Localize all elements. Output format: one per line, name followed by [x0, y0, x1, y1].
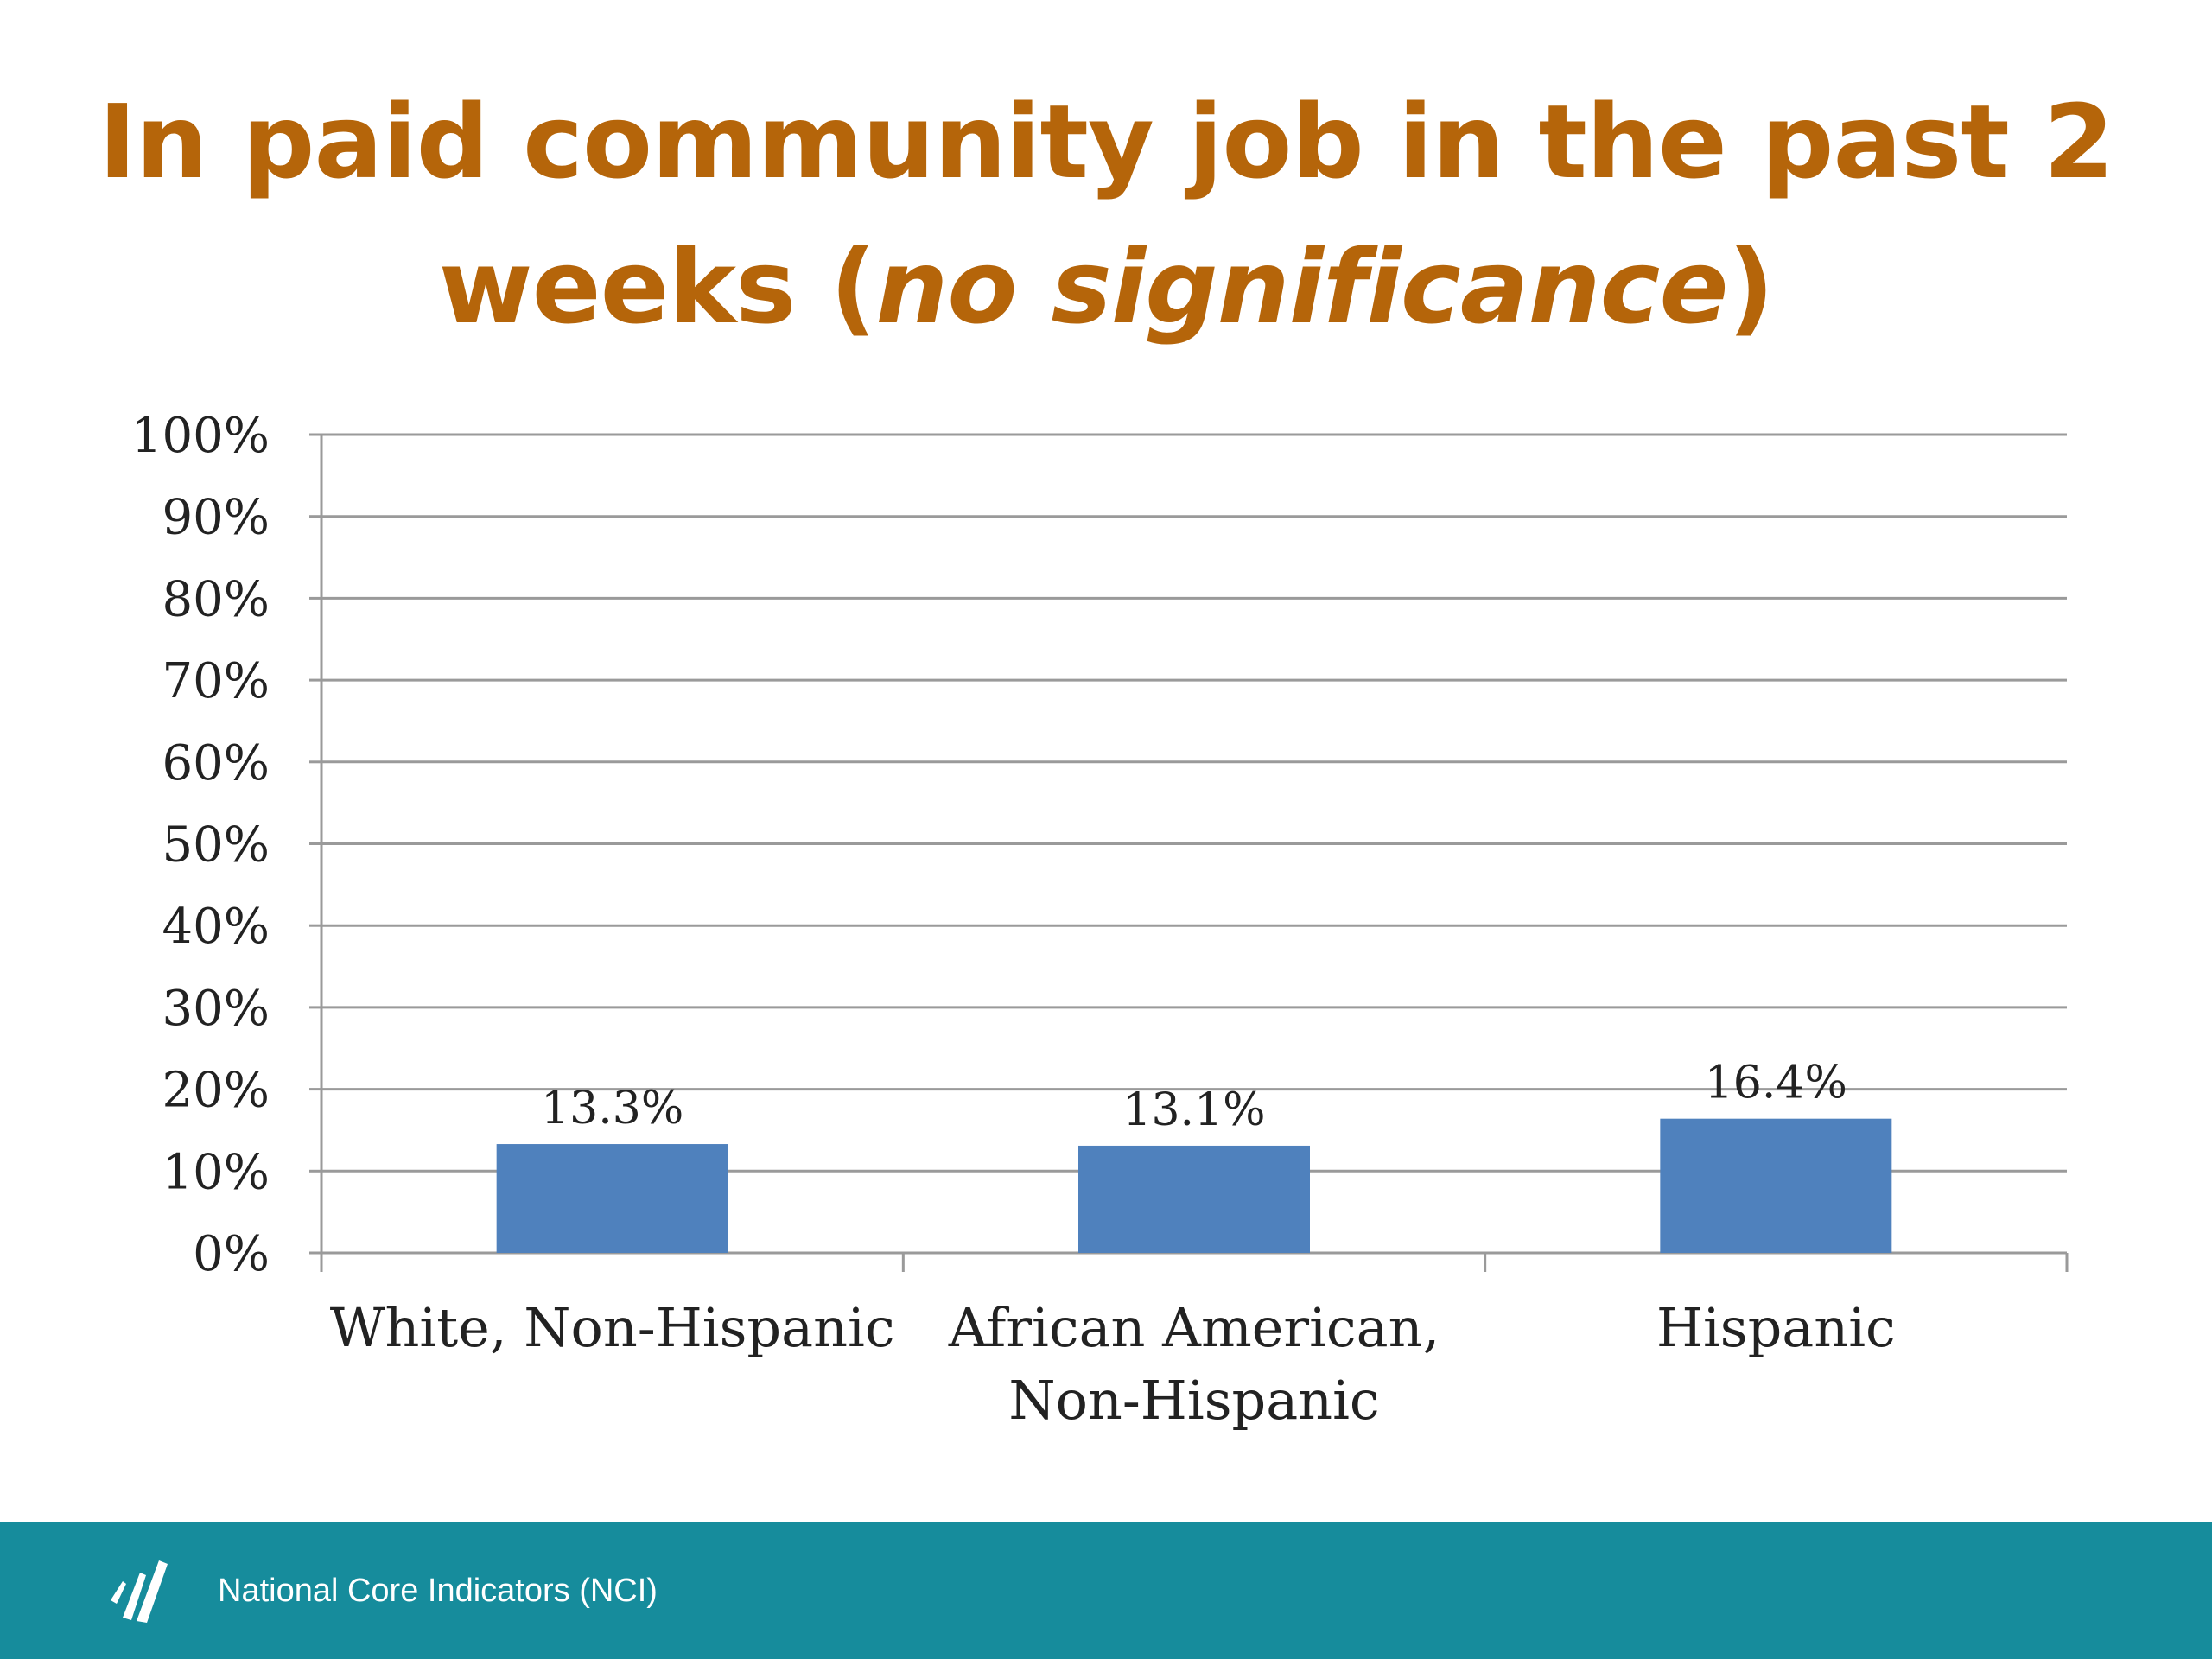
category-label: African American, [948, 1296, 1440, 1359]
category-label: Hispanic [1656, 1296, 1896, 1359]
data-label: 13.1% [1122, 1084, 1265, 1136]
title-line-2: weeks (no significance) [0, 214, 2212, 359]
y-tick-label: 30% [162, 981, 270, 1037]
y-tick-label: 0% [193, 1226, 270, 1282]
data-label: 16.4% [1705, 1058, 1847, 1109]
y-tick-label: 80% [162, 571, 270, 627]
title-italic: no significance [875, 227, 1728, 346]
bar [1078, 1145, 1310, 1253]
title-prefix: weeks ( [438, 227, 877, 346]
bar-chart: 0% 10% 20% 30% 40% 50% 60% 70% 80% 90% 100% 13.3% Wh… [131, 408, 2069, 1432]
title-suffix: ) [1727, 227, 1774, 346]
y-tick-label: 10% [162, 1144, 270, 1200]
y-tick-label: 90% [162, 490, 270, 546]
category-label: White, Non-Hispanic [330, 1296, 895, 1359]
title-line-1: In paid community job in the past 2 [99, 82, 2114, 201]
bar [496, 1144, 728, 1253]
nci-logo-icon [111, 1560, 168, 1623]
data-label: 13.3% [541, 1083, 683, 1135]
slide-title: In paid community job in the past 2 week… [0, 69, 2212, 359]
bar [1660, 1118, 1892, 1253]
footer-text: National Core Indicators (NCI) [218, 1573, 658, 1609]
y-tick-label: 60% [162, 735, 270, 791]
category-label: Non-Hispanic [1008, 1369, 1379, 1432]
y-tick-label: 20% [162, 1063, 270, 1119]
y-tick-label: 40% [162, 899, 270, 955]
footer-bar: National Core Indicators (NCI) [0, 1522, 2212, 1659]
y-tick-label: 50% [162, 817, 270, 874]
y-tick-label: 100% [131, 408, 270, 464]
y-tick-label: 70% [162, 653, 270, 709]
